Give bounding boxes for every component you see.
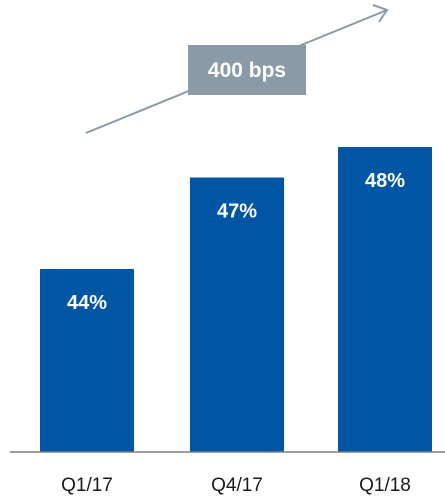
bar-q1-18 — [338, 147, 432, 452]
annotation-box — [188, 45, 306, 95]
x-tick-label: Q1/18 — [359, 475, 411, 496]
bar-value-label: 48% — [365, 170, 405, 192]
x-tick-label: Q1/17 — [61, 475, 113, 496]
trend-annotation: 400 bps — [85, 4, 389, 134]
bar-q1-17 — [40, 269, 134, 452]
trend-arrow-head-icon — [372, 4, 389, 23]
bars-group — [40, 147, 432, 452]
x-tick-labels: Q1/17 Q4/17 Q1/18 — [61, 475, 411, 496]
bar-value-label: 47% — [217, 201, 257, 223]
bar-value-labels: 44% 47% 48% — [67, 170, 405, 314]
x-tick-label: Q4/17 — [211, 475, 263, 496]
bar-q4-17 — [190, 177, 284, 452]
annotation-text: 400 bps — [208, 59, 286, 82]
bar-value-label: 44% — [67, 292, 107, 314]
